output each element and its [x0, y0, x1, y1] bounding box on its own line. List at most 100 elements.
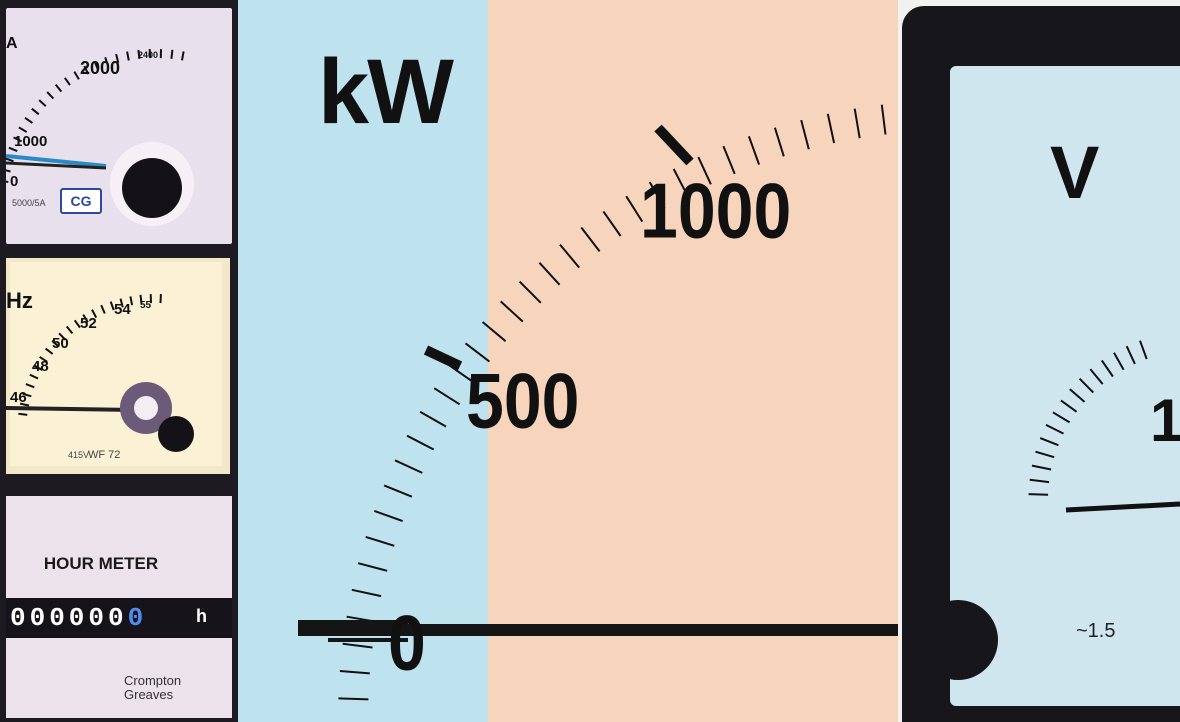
ammeter-tick	[170, 49, 174, 59]
ammeter-tick	[181, 51, 185, 61]
ammeter-tick	[31, 107, 40, 116]
voltmeter-footer: ~1.5	[1076, 620, 1116, 642]
kw-scale-tick	[338, 697, 369, 701]
frequency-tick	[18, 412, 28, 416]
voltmeter-tick	[1113, 352, 1125, 371]
voltmeter-tick	[1028, 493, 1049, 496]
kw-scale-tick	[373, 509, 403, 523]
cg-logo: CG	[60, 188, 102, 214]
ammeter-tick	[6, 180, 9, 183]
freq-label-54: 54	[114, 301, 131, 318]
frequency-unit: Hz	[6, 288, 33, 313]
ammeter-scale: 2000 2400 1000 0 A 5000/5A	[6, 35, 194, 226]
voltmeter-tick	[1029, 478, 1050, 484]
kw-scale-tick	[351, 588, 382, 598]
voltmeter-tick	[1039, 437, 1059, 447]
kw-scale-tick	[697, 156, 712, 185]
ammeter-label-0: 0	[10, 173, 18, 190]
freq-label-46: 46	[10, 389, 27, 406]
kw-scale-tick	[800, 119, 810, 150]
ammeter-tick	[18, 126, 28, 133]
ammeter-tick	[8, 146, 18, 153]
brand-line-1: Crompton	[124, 673, 182, 688]
frequency-tick	[51, 339, 60, 348]
kw-scale-tick	[365, 535, 395, 547]
kw-label-0: 0	[388, 599, 426, 687]
kw-scale-tick	[625, 195, 644, 223]
counter-last-digit: 0	[127, 603, 148, 633]
ammeter-tick	[54, 83, 63, 93]
voltmeter-tick	[1089, 368, 1104, 385]
ammeter-tick	[126, 51, 130, 61]
brand-label: Crompton Greaves	[124, 674, 181, 702]
freq-label-50: 50	[52, 335, 69, 352]
kw-label-1000: 1000	[640, 167, 792, 255]
kw-scale-tick	[853, 108, 861, 139]
kw-scale-tick	[773, 127, 785, 157]
frequency-model: WF 72	[88, 449, 120, 461]
voltmeter-tick	[1045, 424, 1064, 435]
frequency-tick	[91, 309, 98, 319]
ammeter-label-2000: 2000	[80, 58, 120, 78]
voltmeter-tick	[1035, 450, 1055, 459]
frequency-tick	[44, 347, 54, 355]
ammeter-tick	[104, 56, 110, 67]
frequency-tick	[119, 298, 124, 308]
voltmeter-tick	[1069, 388, 1086, 403]
voltmeter-tick	[1031, 464, 1052, 471]
kw-scale-tick	[672, 168, 689, 197]
frequency-tick	[19, 402, 30, 407]
voltmeter-tick	[1052, 411, 1071, 424]
voltmeter-tick	[1100, 359, 1114, 378]
kw-scale-tick	[394, 459, 423, 474]
frequency-tick	[29, 373, 39, 380]
kw-scale-tick	[500, 300, 524, 323]
ammeter-tick	[137, 49, 141, 60]
kw-scale-tick	[580, 226, 601, 253]
kw-major-tick	[423, 345, 463, 371]
ammeter-knob	[122, 158, 182, 218]
kw-scale-tick	[722, 145, 736, 175]
frequency-tick	[73, 319, 81, 329]
kw-scale-tick	[747, 135, 761, 165]
counter-digits: 0000000	[10, 604, 147, 632]
ammeter-needle-blue	[6, 154, 107, 168]
kw-scale-tick	[383, 484, 413, 498]
frequency-needle	[6, 406, 137, 412]
kw-scale-tick	[518, 280, 542, 304]
voltmeter-scale	[918, 340, 1180, 680]
ammeter-tick	[46, 91, 55, 100]
ammeter-label-2400: 2400	[138, 50, 158, 60]
kw-scale-tick	[481, 321, 507, 342]
voltmeter-corner-mount	[918, 600, 998, 680]
freq-label-48: 48	[32, 358, 49, 375]
ammeter-footer: 5000/5A	[12, 198, 46, 208]
left-meter-column: 2000 2400 1000 0 A 5000/5A CG Hz 46 48 5…	[0, 0, 238, 722]
ammeter-tick	[6, 157, 14, 163]
frequency-tick	[65, 325, 74, 335]
kw-meter: kW 0 500 1000	[238, 0, 898, 722]
ammeter-label-1000: 1000	[14, 133, 47, 150]
kw-scale-tick	[406, 434, 435, 451]
hour-counter: 0000000 h	[6, 598, 232, 638]
kw-scale-tick	[602, 210, 622, 237]
frequency-scale: Hz 46 48 50 52 54 55 415V WF 72	[6, 288, 194, 461]
counter-main-digits: 000000	[10, 603, 128, 633]
ammeter-tick	[13, 136, 23, 143]
ammeter-tick	[38, 99, 47, 107]
kw-scale-tick	[357, 562, 388, 572]
hour-meter-title: HOUR METER	[43, 554, 159, 573]
frequency-tick	[129, 296, 134, 306]
kw-scale-tick	[559, 243, 580, 269]
frequency-tick	[33, 364, 43, 371]
frequency-tick	[58, 332, 67, 341]
frequency-tick	[82, 314, 89, 323]
kw-scale-tick	[538, 262, 561, 286]
kw-scale	[298, 104, 898, 701]
frequency-tick	[100, 304, 106, 314]
ammeter-face: 2000 2400 1000 0 A 5000/5A CG	[6, 8, 232, 244]
kw-unit-label: kW	[318, 41, 454, 143]
kw-scale-tick	[826, 113, 836, 144]
voltmeter: V 1 ~1.5	[898, 0, 1180, 722]
